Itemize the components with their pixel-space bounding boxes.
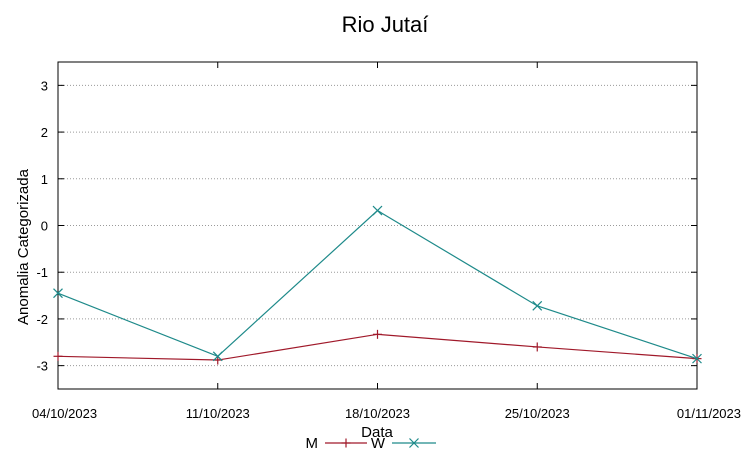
y-tick-label: -3 <box>36 359 48 374</box>
y-axis-label: Anomalia Categorizada <box>15 168 32 325</box>
data-point <box>212 351 223 362</box>
data-point <box>692 353 702 364</box>
legend-item-m: M <box>306 435 367 452</box>
x-tick-label: 11/10/2023 <box>186 406 250 421</box>
data-point <box>53 288 63 299</box>
data-point <box>532 300 543 311</box>
legend-marker <box>409 438 419 448</box>
series-m <box>53 329 702 365</box>
x-tick-label: 18/10/2023 <box>345 406 410 421</box>
x-axis: 04/10/2023 11/10/2023 18/10/2023 25/10/2023… <box>32 62 741 421</box>
y-tick-label: 1 <box>41 172 48 187</box>
grid <box>58 84 697 367</box>
x-tick-label: 04/10/2023 <box>32 406 97 421</box>
x-tick-label: 01/11/2023 <box>677 406 741 421</box>
y-tick-label: 0 <box>41 219 48 234</box>
data-point <box>372 205 383 216</box>
series-w <box>53 205 702 364</box>
y-tick-label: -2 <box>36 312 48 327</box>
x-tick-label: 25/10/2023 <box>505 406 570 421</box>
legend-item-w: W <box>371 435 436 452</box>
x-axis-label: Data <box>361 424 393 441</box>
data-point <box>53 351 63 361</box>
legend-label: W <box>371 435 386 452</box>
series-group <box>53 205 702 365</box>
data-point <box>532 342 542 352</box>
legend-marker <box>341 438 351 448</box>
legend-label: M <box>306 435 319 452</box>
chart-title: Rio Jutaí <box>342 12 429 37</box>
data-point <box>373 329 382 339</box>
y-tick-label: 3 <box>41 78 48 93</box>
y-axis: 3 2 1 0 -1 -2 -3 <box>36 78 697 374</box>
y-tick-label: -1 <box>36 265 48 280</box>
y-tick-label: 2 <box>41 125 48 140</box>
